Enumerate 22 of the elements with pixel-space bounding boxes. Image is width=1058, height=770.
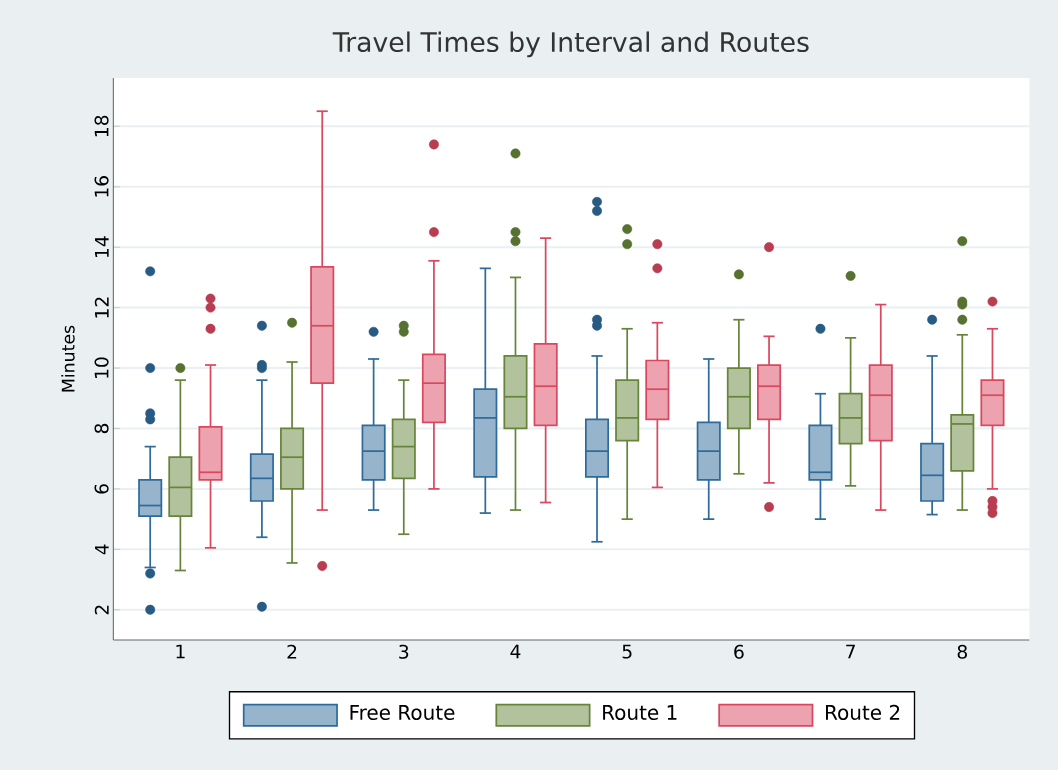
legend-label: Free Route — [350, 705, 455, 720]
legend-label: Route 2 — [825, 704, 900, 720]
legend-label: Route 1 — [603, 705, 677, 720]
x-tick-label: 5 — [622, 644, 632, 659]
y-tick-label: 4 — [95, 544, 109, 555]
y-tick-label: 18 — [94, 115, 109, 137]
x-tick-label: 6 — [734, 644, 744, 659]
x-tick-label: 7 — [846, 644, 855, 659]
y-tick-label: 12 — [94, 297, 109, 318]
y-tick-label: 16 — [94, 176, 109, 197]
x-tick-label: 3 — [399, 644, 409, 659]
y-tick-label: 10 — [94, 357, 109, 378]
x-tick-label: 1 — [176, 644, 185, 659]
y-tick-label: 14 — [95, 236, 109, 258]
chart-title: Travel Times by Interval and Routes — [332, 31, 809, 58]
x-tick-label: 4 — [510, 644, 521, 659]
x-tick-label: 8 — [957, 644, 967, 659]
x-tick-label: 2 — [287, 644, 297, 659]
y-tick-label: 6 — [94, 484, 109, 494]
y-tick-label: 2 — [94, 605, 109, 615]
y-axis-title: Minutes — [61, 325, 75, 392]
y-tick-label: 8 — [94, 423, 109, 434]
